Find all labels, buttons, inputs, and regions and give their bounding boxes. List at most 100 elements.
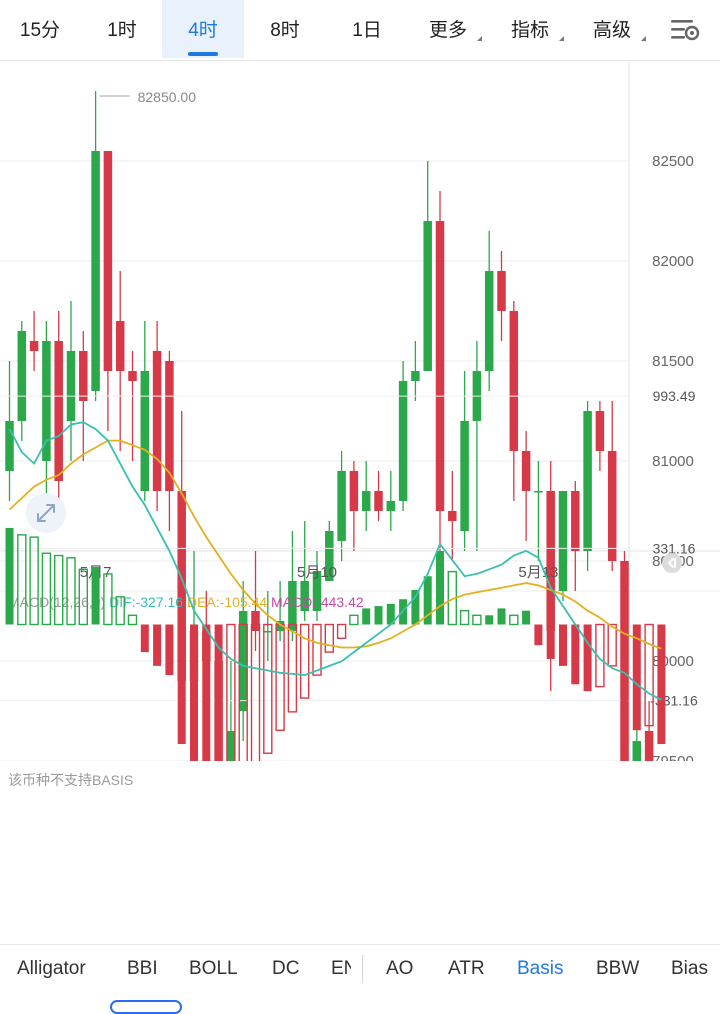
candle-body [448,511,457,521]
candle-body [226,731,236,761]
tab-4h[interactable]: 4时 [162,0,244,58]
candle-body [177,491,186,681]
candle-body [546,491,555,631]
candle-body [386,501,396,511]
indicator-tab-atr[interactable]: ATR [448,958,485,979]
macd-histogram-bar [336,623,347,639]
candle-body [349,471,359,511]
candle [583,401,592,571]
candle [29,311,39,371]
candle-body [128,371,137,381]
expand-arrows-icon[interactable] [26,493,66,533]
candle [103,151,113,431]
macd-histogram-bar [644,623,654,727]
indicator-tab-dc[interactable]: DC [272,958,300,979]
candle [607,401,617,571]
candle [263,591,273,661]
candle [509,301,519,501]
macd-histogram-bar [522,610,531,625]
macd-header-macd-text: MACD:-443.42 [267,594,364,610]
macd-histogram-bar [559,624,567,666]
candle [312,551,322,621]
macd-histogram-bar [140,624,149,653]
macd-histogram-bar [287,623,298,713]
indicator-tab-bbi[interactable]: BBI [127,958,158,979]
candle [337,451,346,561]
candle [152,321,162,511]
macd-histogram-bar [534,624,543,646]
candle [325,521,334,581]
candle [165,351,174,531]
macd-histogram-bar [583,624,592,692]
dropdown-indicator-icon [641,36,646,41]
candle-body [325,531,334,581]
candle-body [300,581,309,611]
macd-dif-line [8,421,662,701]
indicator-tab-bbw[interactable]: BBW [596,958,640,979]
indicator-tab-env[interactable]: EN [331,958,351,979]
macd-histogram-bar [54,554,64,626]
indicator-tab-basis[interactable]: Basis [517,958,564,979]
candle-body [398,381,408,501]
macd-histogram-bar [226,623,236,761]
tab-label: 高级 [592,20,631,41]
candle [460,371,469,551]
indicator-tab-bias[interactable]: Bias [671,958,708,979]
tab-1h[interactable]: 1时 [82,0,162,58]
candle-body [337,471,346,541]
tab-label: 更多 [428,20,467,41]
price-tick-label: 79500 [652,753,694,761]
macd-histogram-bar [115,596,125,626]
tab-label: 4时 [188,20,218,41]
candle [140,321,150,501]
macd-histogram-bar [472,614,482,626]
candle-body [42,341,51,461]
candle-body [238,611,248,711]
macd-tick-label: 993.49 [653,388,696,404]
candle-body [17,331,27,421]
macd-histogram-bar [657,624,666,745]
candle [128,351,137,461]
macd-histogram-bar [436,550,444,625]
indicator-tab-alligator[interactable]: Alligator [17,958,86,979]
candle [17,321,27,441]
candle [644,701,654,761]
macd-histogram-bar [546,624,555,659]
candle [534,461,543,561]
chart-settings-icon[interactable] [668,16,702,44]
tab-advanced[interactable]: 高级 [574,0,650,58]
indicator-tab-boll[interactable]: BOLL [189,958,238,979]
candle-body [140,371,150,491]
macd-histogram-bar [485,615,494,625]
macd-histogram-bar [374,606,383,625]
macd-histogram-bar [29,536,39,626]
candle-body [251,611,260,631]
scroll-to-latest-icon[interactable] [662,553,682,573]
macd-histogram-bar [66,557,76,626]
tab-more[interactable]: 更多 [410,0,486,58]
macd-histogram-bar [250,623,261,761]
indicator-tab-ao[interactable]: AO [386,958,414,979]
macd-histogram-bar [459,610,470,626]
tab-15m[interactable]: 15分 [0,0,80,58]
candle-body [632,741,642,761]
candle-body [411,371,420,381]
candle [251,551,260,651]
tab-indicators[interactable]: 指标 [492,0,568,58]
price-chart[interactable]: 8250082000815008100080500800007950079000… [0,61,720,761]
candle-body [263,631,273,633]
candle-body [165,361,174,491]
candle-body [435,221,445,511]
candle-body [79,351,88,401]
candle [275,581,285,641]
candle-body [374,491,383,511]
tab-1d[interactable]: 1日 [326,0,408,58]
candle-body [644,731,654,761]
tab-8h[interactable]: 8时 [244,0,326,58]
tab-label: 1时 [107,20,137,41]
macd-histogram-bar [78,568,89,626]
candle-body [152,351,162,491]
candle [632,701,642,761]
macd-histogram-bar [165,624,174,676]
macd-histogram-bar [386,603,395,625]
